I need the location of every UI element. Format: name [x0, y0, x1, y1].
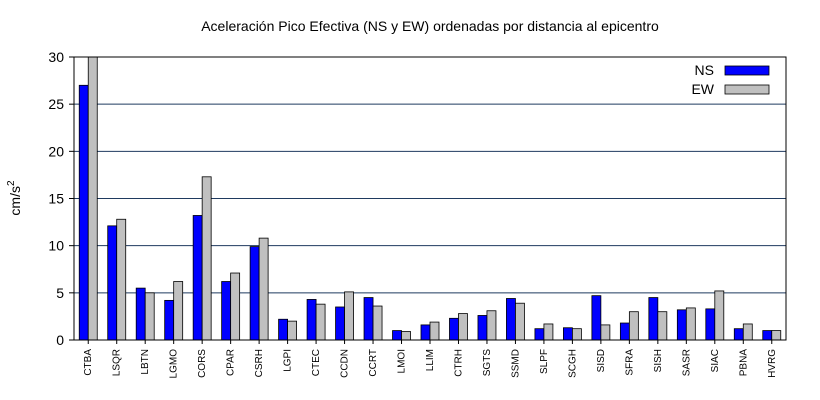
x-tick-label: SASR [681, 349, 692, 376]
bar-ew-cpar [230, 272, 241, 341]
bar-ew-ccdn [344, 291, 354, 341]
bar-ew-ccrt [372, 305, 383, 341]
y-tick-label: 10 [48, 238, 64, 254]
bar-ew-ssmd [515, 302, 525, 341]
bar-ns-lmoi [392, 330, 402, 341]
bar-ns-sgts [477, 315, 488, 341]
bar-ew-lbtn [144, 292, 155, 341]
bar-ns-hvrg [762, 330, 773, 341]
bar-ew-sgts [486, 310, 497, 341]
x-tick-label: LMOI [397, 349, 408, 373]
x-tick-label: SCGH [567, 349, 578, 378]
x-tick-label: PBNA [738, 349, 749, 377]
bar-ew-cors [201, 176, 212, 341]
y-axis-label: cm/s2 [6, 180, 23, 216]
y-axis-ticks: 0 5 10 15 20 25 30 [48, 49, 74, 348]
legend: NS EW [691, 62, 770, 97]
x-tick-label: CTEC [311, 349, 322, 376]
y-tick-label: 25 [48, 96, 64, 112]
x-tick-label: CORS [197, 349, 208, 378]
y-tick-label: 0 [56, 332, 64, 348]
x-tick-label: SGTS [482, 349, 493, 377]
bar-ew-pbna [742, 323, 753, 341]
bar-ew-siac [714, 290, 725, 341]
bars [78, 56, 782, 341]
y-tick-label: 5 [56, 285, 64, 301]
x-tick-label: LBTN [140, 349, 151, 375]
x-tick-label: SLPF [539, 349, 550, 374]
x-tick-label: LGPI [283, 349, 294, 372]
x-tick-label: HVRG [767, 349, 778, 378]
bar-ew-ctrh [458, 313, 468, 341]
x-tick-label: LLIM [425, 349, 436, 371]
y-tick-label: 30 [48, 49, 64, 65]
bar-ns-lgpi [278, 318, 289, 341]
bar-ew-lgpi [287, 320, 298, 341]
bar-ns-sisd [591, 295, 602, 341]
bar-ns-lbtn [135, 287, 146, 341]
x-tick-label: SISH [653, 349, 664, 372]
legend-swatch-ns [724, 65, 770, 76]
bar-ew-lgmo [173, 281, 184, 341]
bar-ew-sasr [685, 307, 696, 341]
bar-ns-ssmd [506, 298, 516, 341]
bar-ew-ctba [87, 56, 98, 341]
bar-ew-sfra [628, 311, 639, 341]
bar-ew-ctec [315, 303, 326, 341]
bar-ew-sish [657, 311, 668, 341]
bar-ns-slpf [534, 328, 545, 341]
bar-ns-lgmo [164, 299, 175, 341]
bar-ns-scgh [563, 327, 573, 341]
x-tick-label: SISD [596, 349, 607, 372]
y-tick-label: 15 [48, 191, 64, 207]
x-tick-label: SFRA [624, 349, 635, 376]
bar-ns-sasr [676, 309, 687, 341]
x-tick-label: SIAC [710, 349, 721, 372]
bar-ns-sish [648, 297, 659, 341]
bar-ns-pbna [733, 328, 744, 341]
x-axis-ticks: CTBA LSQR LBTN LGMO CORS CPAR CSRH LGPI CTEC CCDN… [83, 340, 778, 378]
plot-frame [73, 56, 787, 341]
bar-ns-siac [705, 308, 716, 341]
x-tick-label: LGMO [169, 349, 180, 379]
x-tick-label: CTRH [453, 349, 464, 377]
y-tick-label: 20 [48, 143, 64, 159]
bar-ns-sfra [619, 322, 630, 341]
bar-ns-lsqr [107, 225, 118, 341]
bar-ns-ctrh [449, 317, 459, 341]
bar-ew-lsqr [116, 218, 127, 341]
bar-ns-ccrt [363, 297, 374, 341]
legend-swatch-ew [724, 84, 770, 95]
bar-ew-llim [429, 321, 440, 341]
bar-ns-llim [420, 324, 431, 341]
x-tick-label: LSQR [112, 349, 123, 376]
bar-ew-scgh [572, 328, 582, 341]
legend-label-ew: EW [691, 81, 714, 97]
bar-ns-ctec [306, 299, 317, 341]
x-tick-label: CCRT [368, 349, 379, 377]
bar-ew-csrh [258, 237, 269, 341]
bar-ew-lmoi [401, 331, 411, 341]
bar-ns-cors [192, 215, 203, 341]
x-tick-label: CCDN [340, 349, 351, 378]
bar-ns-ctba [78, 84, 89, 341]
x-tick-label: CPAR [226, 349, 237, 376]
chart-title: Aceleración Pico Efectiva (NS y EW) orde… [201, 18, 659, 34]
bar-ew-slpf [543, 323, 554, 341]
x-tick-label: CSRH [254, 349, 265, 377]
legend-label-ns: NS [695, 62, 714, 78]
y-axis-label-superscript: 2 [6, 180, 17, 186]
grid-lines [74, 103, 786, 294]
bar-ns-csrh [249, 246, 260, 341]
bar-ew-hvrg [771, 330, 782, 341]
bar-ns-ccdn [335, 306, 345, 341]
bar-ns-cpar [221, 281, 232, 341]
x-tick-label: CTBA [83, 349, 94, 376]
bar-ew-sisd [600, 324, 611, 341]
x-tick-label: SSMD [510, 349, 521, 378]
y-axis-label-unit: cm/s [7, 186, 23, 216]
